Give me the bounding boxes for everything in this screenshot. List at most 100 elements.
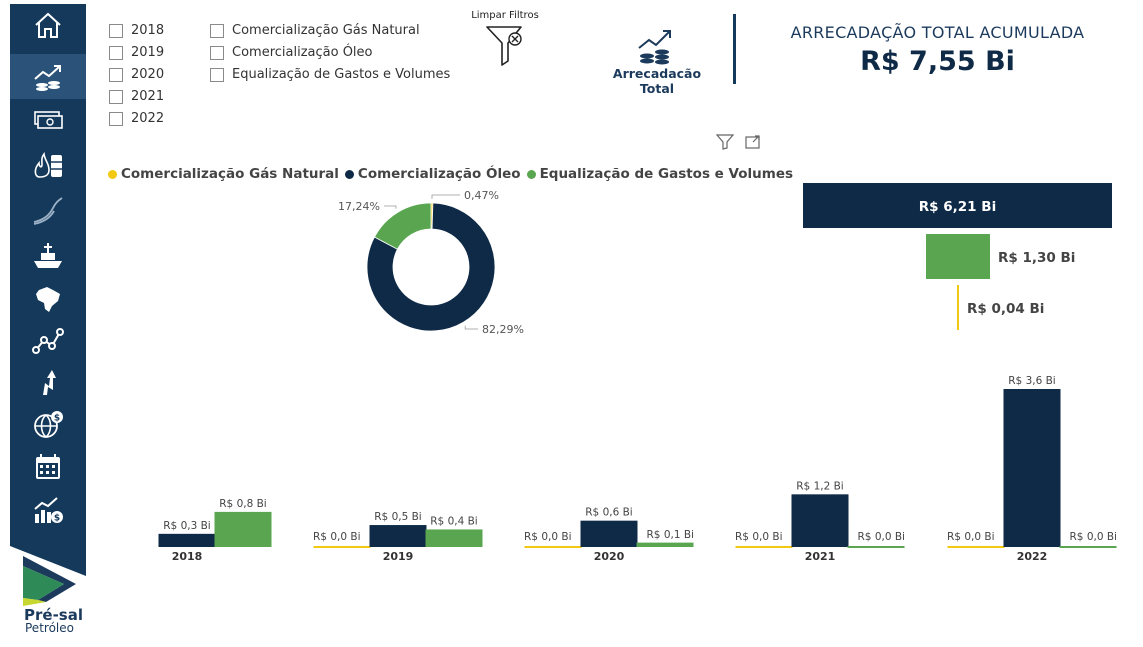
year-filter-2022[interactable]: 2022 <box>109 111 164 126</box>
checkbox[interactable] <box>109 67 123 82</box>
waterfall-bar <box>957 285 959 330</box>
waterfall-label: R$ 0,04 Bi <box>967 301 1044 317</box>
legend-item[interactable]: Comercialização Gás Natural <box>108 166 339 182</box>
year-bar <box>580 520 638 547</box>
year-bar <box>847 546 905 548</box>
focus-mode-icon[interactable] <box>744 134 762 150</box>
year-bar <box>214 511 272 547</box>
logo-text-petroleo: Petróleo <box>25 621 74 635</box>
year-bar <box>524 546 582 548</box>
checkbox[interactable] <box>210 45 224 60</box>
donut-slice <box>373 202 432 250</box>
category-filter-1[interactable]: Comercialização Óleo <box>210 45 373 60</box>
year-filter-2021[interactable]: 2021 <box>109 89 164 104</box>
year-bar-label: R$ 0,0 Bi <box>735 531 782 543</box>
clear-filters-button[interactable]: Limpar Filtros <box>465 10 545 72</box>
nav-ship-platform-button[interactable] <box>28 237 68 273</box>
ship-platform-icon <box>34 243 62 268</box>
donut-leader-line <box>464 325 478 330</box>
year-bar-label: R$ 0,4 Bi <box>430 515 477 527</box>
year-axis-label: 2019 <box>383 550 414 563</box>
nav-globe-dollar-button[interactable]: $ <box>28 406 68 442</box>
year-axis-label: 2022 <box>1017 550 1048 563</box>
category-filter-label: Comercialização Gás Natural <box>232 23 420 38</box>
visual-toolbar <box>715 134 762 150</box>
sidebar: $ $ <box>10 4 86 586</box>
nav-network-graph-button[interactable] <box>28 322 68 358</box>
nav-brazil-map-button[interactable] <box>28 280 68 316</box>
legend-item[interactable]: Comercialização Óleo <box>344 166 521 182</box>
nav-chart-dollar-button[interactable]: $ <box>28 492 68 528</box>
donut-slice <box>430 202 434 230</box>
checkbox[interactable] <box>109 45 123 60</box>
total-collection-button[interactable]: Arrecadacão Total <box>594 26 720 96</box>
donut-data-label: 17,24% <box>338 200 380 213</box>
donut-leader-line <box>431 194 460 200</box>
category-filter-label: Comercialização Óleo <box>232 45 373 60</box>
year-filter-2018[interactable]: 2018 <box>109 23 164 38</box>
nav-home-button[interactable] <box>28 7 68 43</box>
revenue-trend-icon <box>34 64 61 91</box>
year-axis-label: 2020 <box>594 550 625 563</box>
year-bar-label: R$ 0,6 Bi <box>585 507 632 519</box>
year-filter-label: 2020 <box>131 67 165 82</box>
nav-arrow-up-button[interactable] <box>28 364 68 400</box>
chart-dollar-icon: $ <box>34 497 63 524</box>
year-bar <box>947 546 1005 548</box>
logo-text-presal: Pré-sal <box>24 606 83 624</box>
legend-label: Comercialização Gás Natural <box>121 166 339 182</box>
kpi-value: R$ 7,55 Bi <box>860 46 1015 77</box>
total-collection-label: Arrecadacão Total <box>612 66 702 96</box>
kpi-title: ARRECADAÇÃO TOTAL ACUMULADA <box>790 23 1085 42</box>
globe-dollar-icon: $ <box>34 411 63 439</box>
arrow-up-icon <box>43 370 56 395</box>
year-bar-label: R$ 0,1 Bi <box>647 529 694 541</box>
header-divider <box>733 14 736 84</box>
waterfall-label: R$ 6,21 Bi <box>919 199 996 215</box>
donut-data-label: 82,29% <box>482 323 524 336</box>
nav-curve-chart-button[interactable] <box>28 192 68 228</box>
nav-calendar-button[interactable] <box>28 448 68 484</box>
network-graph-icon <box>32 328 64 354</box>
svg-text:$: $ <box>54 414 60 424</box>
money-stack-icon <box>34 111 63 129</box>
category-filter-2[interactable]: Equalização de Gastos e Volumes <box>210 67 450 82</box>
donut-leader-line <box>384 205 397 209</box>
legend-marker <box>526 169 536 179</box>
year-bar <box>313 546 371 548</box>
nav-gas-oil-barrel-button[interactable] <box>28 147 68 183</box>
gas-oil-barrel-icon <box>34 151 62 178</box>
svg-text:$: $ <box>54 514 60 524</box>
checkbox[interactable] <box>210 23 224 38</box>
donut-slice <box>366 202 496 332</box>
legend-label: Comercialização Óleo <box>357 166 521 182</box>
nav-money-stack-button[interactable] <box>28 102 68 138</box>
year-bar <box>425 529 483 547</box>
waterfall-bar <box>803 183 1112 228</box>
waterfall-label: R$ 1,30 Bi <box>998 250 1075 266</box>
year-bar <box>369 525 427 547</box>
year-bar <box>636 542 694 547</box>
curve-chart-icon <box>33 197 63 225</box>
checkbox[interactable] <box>210 67 224 82</box>
year-filter-2019[interactable]: 2019 <box>109 45 164 60</box>
checkbox[interactable] <box>109 89 123 104</box>
year-bar-label: R$ 0,0 Bi <box>524 531 571 543</box>
year-filter-label: 2021 <box>131 89 165 104</box>
brazil-map-icon <box>36 287 60 312</box>
checkbox[interactable] <box>109 23 123 38</box>
revenue-growth-icon <box>638 30 671 65</box>
chart-legend: Comercialização Gás Natural Comercializaç… <box>108 166 799 182</box>
category-filter-0[interactable]: Comercialização Gás Natural <box>210 23 420 38</box>
legend-marker <box>108 169 117 179</box>
year-bar-label: R$ 0,8 Bi <box>219 498 266 510</box>
legend-item[interactable]: Equalização de Gastos e Volumes <box>526 166 793 182</box>
category-filter-label: Equalização de Gastos e Volumes <box>232 67 451 82</box>
year-bar <box>791 494 849 547</box>
year-filter-2020[interactable]: 2020 <box>109 67 164 82</box>
year-bar <box>158 533 216 547</box>
checkbox[interactable] <box>109 111 123 126</box>
filter-icon[interactable] <box>715 134 735 150</box>
nav-revenue-trend-button[interactable] <box>10 54 86 99</box>
